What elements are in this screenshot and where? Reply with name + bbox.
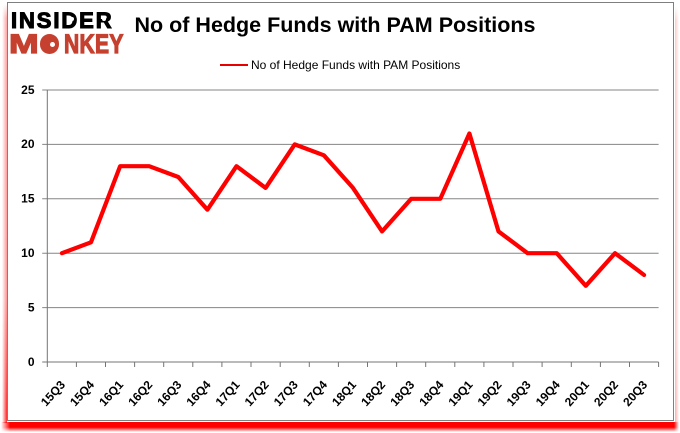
svg-text:17Q3: 17Q3 — [271, 378, 301, 409]
svg-text:16Q4: 16Q4 — [183, 378, 213, 409]
svg-text:15Q3: 15Q3 — [38, 378, 68, 409]
svg-text:18Q3: 18Q3 — [387, 378, 417, 409]
svg-text:19Q1: 19Q1 — [445, 378, 475, 409]
svg-text:5: 5 — [28, 300, 35, 314]
svg-text:16Q2: 16Q2 — [125, 378, 155, 409]
svg-text:16Q3: 16Q3 — [154, 378, 184, 409]
svg-text:16Q1: 16Q1 — [96, 378, 126, 409]
svg-text:20Q3: 20Q3 — [620, 378, 650, 409]
svg-text:19Q3: 19Q3 — [504, 378, 534, 409]
svg-text:19Q2: 19Q2 — [475, 378, 505, 409]
svg-text:15: 15 — [21, 192, 35, 206]
svg-text:0: 0 — [28, 355, 35, 369]
svg-text:17Q1: 17Q1 — [213, 378, 243, 409]
svg-text:20: 20 — [21, 137, 35, 151]
svg-text:18Q4: 18Q4 — [416, 378, 446, 409]
svg-text:17Q4: 17Q4 — [300, 378, 330, 409]
svg-text:20Q2: 20Q2 — [591, 378, 621, 409]
svg-text:19Q4: 19Q4 — [533, 378, 563, 409]
svg-text:15Q4: 15Q4 — [67, 378, 97, 409]
svg-text:25: 25 — [21, 83, 35, 97]
svg-text:10: 10 — [21, 246, 35, 260]
svg-text:18Q2: 18Q2 — [358, 378, 388, 409]
svg-text:17Q2: 17Q2 — [242, 378, 272, 409]
svg-text:20Q1: 20Q1 — [562, 378, 592, 409]
svg-text:18Q1: 18Q1 — [329, 378, 359, 409]
